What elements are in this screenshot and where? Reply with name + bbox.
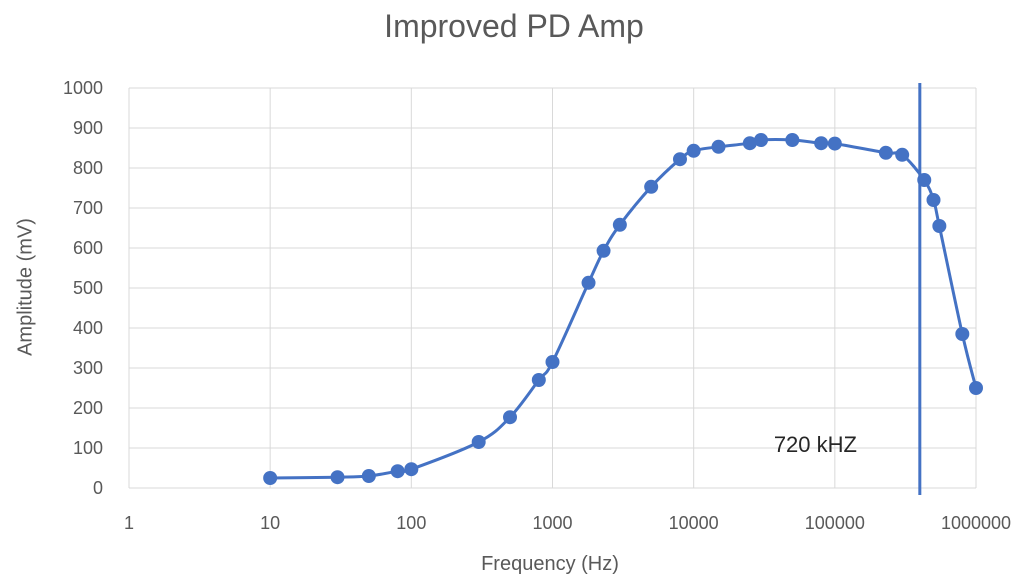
y-tick-label: 500: [73, 278, 103, 298]
data-point: [686, 143, 701, 158]
y-tick-label: 800: [73, 158, 103, 178]
data-point: [471, 435, 486, 449]
data-point: [503, 410, 518, 425]
data-point: [878, 145, 893, 160]
annotation-layer: 720 kHZ: [774, 83, 922, 495]
annotation-label: 720 kHZ: [774, 432, 857, 457]
y-tick-label: 100: [73, 438, 103, 458]
data-point: [644, 179, 659, 194]
data-point: [969, 381, 983, 395]
data-point: [361, 469, 376, 483]
data-point: [711, 139, 726, 154]
data-point: [545, 355, 560, 369]
x-tick-label: 1: [124, 513, 134, 533]
y-tick-label: 300: [73, 358, 103, 378]
data-point: [330, 470, 345, 485]
x-tick-label: 10: [260, 513, 280, 533]
data-point: [926, 193, 941, 207]
data-point: [895, 147, 910, 162]
data-point: [596, 243, 611, 258]
x-tick-label: 1000000: [941, 513, 1011, 533]
data-point: [404, 462, 419, 477]
series-line: [270, 138, 978, 480]
y-tick-label: 1000: [63, 78, 103, 98]
x-tick-label: 10000: [669, 513, 719, 533]
data-point: [672, 152, 687, 167]
data-point: [531, 373, 546, 387]
data-point: [390, 464, 405, 479]
x-tick-label: 100000: [805, 513, 865, 533]
data-point: [581, 275, 596, 290]
y-tick-label: 0: [93, 478, 103, 498]
data-point: [754, 133, 769, 147]
data-point: [785, 133, 800, 147]
data-point: [932, 219, 947, 233]
grid-lines: [128, 87, 977, 489]
x-axis-label: Frequency (Hz): [481, 553, 619, 575]
y-tick-label: 600: [73, 238, 103, 258]
data-point: [814, 136, 829, 151]
data-point: [955, 327, 970, 341]
data-point: [612, 217, 627, 232]
data-point: [827, 136, 842, 151]
y-tick-label: 200: [73, 398, 103, 418]
x-tick-label: 1000: [532, 513, 572, 533]
data-point: [263, 471, 278, 485]
y-tick-label: 400: [73, 318, 103, 338]
series-layer: [263, 133, 983, 485]
y-tick-label: 700: [73, 198, 103, 218]
y-tick-label: 900: [73, 118, 103, 138]
chart-title: Improved PD Amp: [384, 8, 644, 44]
tick-labels: 0 100 200 300 400 500 600 700 800 900 1000 1 10 100 10…: [63, 78, 1011, 533]
data-point: [742, 136, 757, 151]
x-tick-label: 100: [396, 513, 426, 533]
